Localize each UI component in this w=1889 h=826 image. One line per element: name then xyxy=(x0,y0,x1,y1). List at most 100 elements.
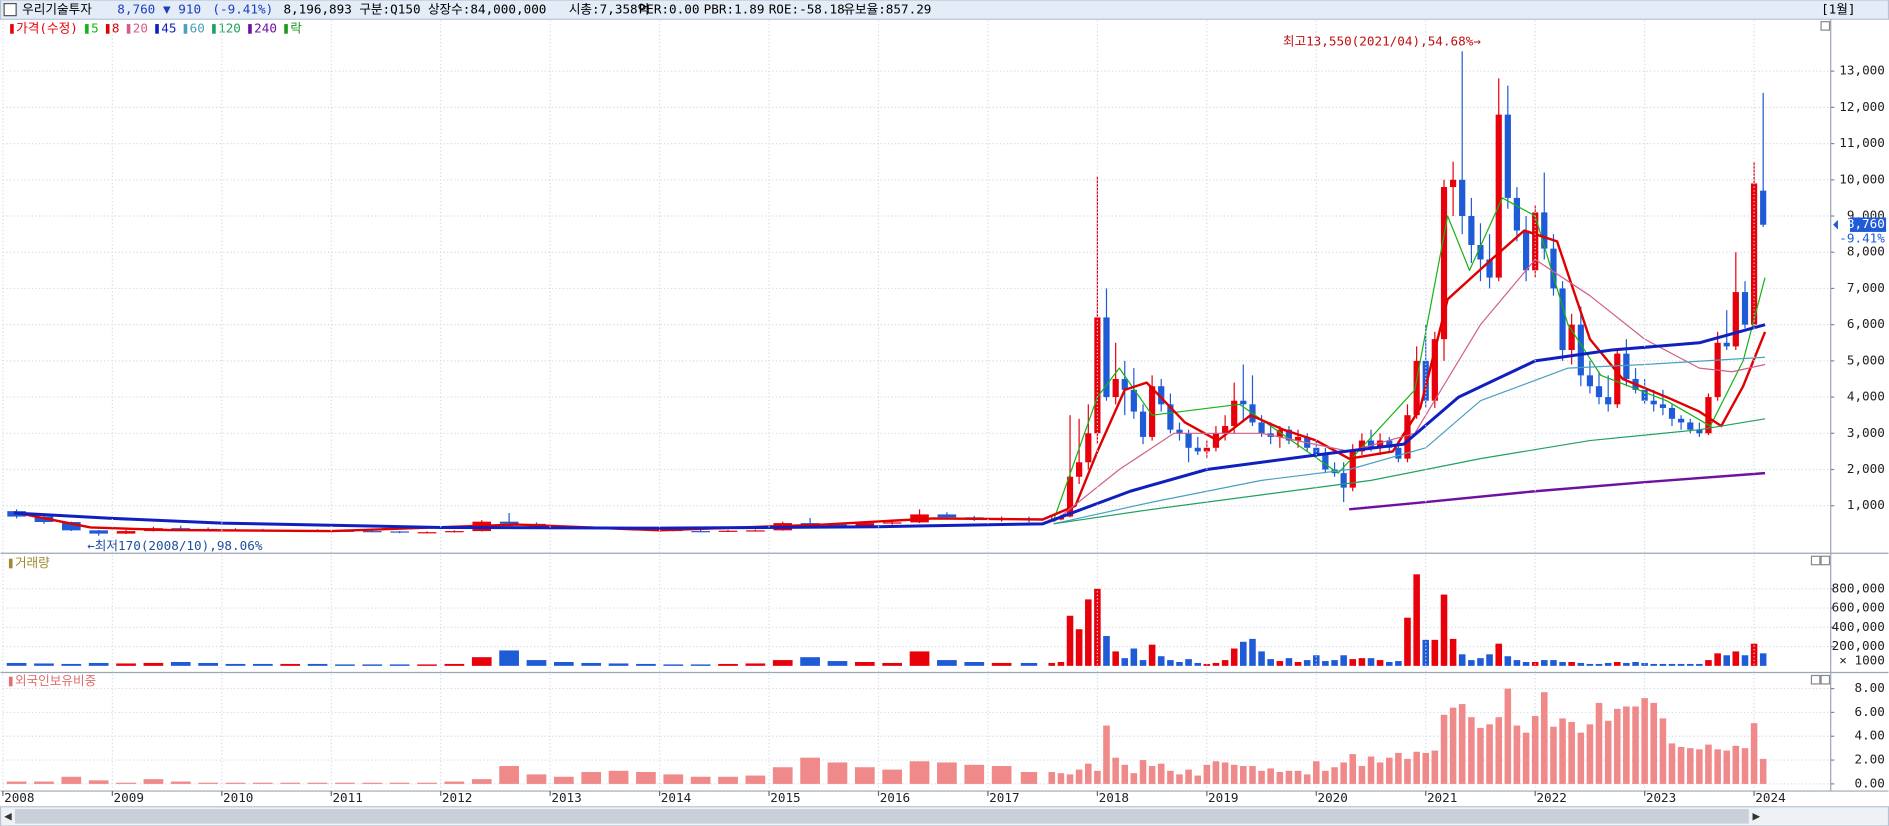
moving-average-line xyxy=(1053,197,1766,521)
y-tick-label: 12,000 xyxy=(1839,99,1885,114)
candle-body xyxy=(691,531,710,533)
bar xyxy=(1559,662,1566,666)
bar xyxy=(1349,754,1357,784)
bar xyxy=(1239,766,1247,784)
roe: ROE:-58.18 xyxy=(769,2,845,17)
bar xyxy=(827,762,848,784)
bar xyxy=(1522,662,1530,666)
bar xyxy=(964,662,985,666)
panel-button[interactable] xyxy=(1810,674,1821,685)
pbr: PBR:1.89 xyxy=(704,2,765,17)
legend-label: 5 xyxy=(91,20,99,35)
candle-body xyxy=(1614,353,1621,405)
bar xyxy=(1276,661,1284,666)
candle-body xyxy=(1504,114,1511,198)
bar xyxy=(1614,708,1621,784)
bar xyxy=(1157,763,1165,784)
bar xyxy=(1112,651,1119,666)
candle-body xyxy=(1367,440,1375,448)
checkbox[interactable] xyxy=(3,3,17,17)
scroll-right[interactable]: ▶ xyxy=(1752,808,1760,823)
bar xyxy=(1176,662,1183,666)
bar xyxy=(252,663,273,666)
bar xyxy=(1194,662,1202,666)
candle-body xyxy=(1158,386,1165,405)
candle-body xyxy=(1586,375,1594,387)
candle-body xyxy=(171,528,191,530)
panel-title-marker xyxy=(8,558,13,569)
candle-body xyxy=(1276,429,1283,437)
bar xyxy=(909,761,930,784)
candle-body xyxy=(1294,436,1302,441)
bar xyxy=(1486,724,1493,784)
candle-body xyxy=(1477,244,1484,260)
bar xyxy=(1349,659,1357,666)
candle-body xyxy=(1559,288,1566,351)
panel-button[interactable] xyxy=(1810,555,1821,566)
y-tick-label: 1,000 xyxy=(1847,497,1885,512)
bar xyxy=(1677,663,1685,666)
candle-body xyxy=(1322,455,1329,470)
bar xyxy=(1404,617,1411,666)
listed-shares: 상장수:84,000,000 xyxy=(428,2,546,17)
bar xyxy=(1486,654,1493,666)
bar xyxy=(1103,635,1110,666)
legend-label: 120 xyxy=(218,20,241,35)
panel-button[interactable] xyxy=(1820,21,1831,31)
unit-label: × 1000 xyxy=(1839,653,1885,668)
bar xyxy=(1121,764,1129,784)
bar xyxy=(1723,655,1730,666)
bar xyxy=(1258,651,1265,666)
bar xyxy=(1540,692,1548,784)
bar xyxy=(1568,721,1575,784)
bar xyxy=(937,762,957,784)
candle-body xyxy=(1167,404,1174,430)
bar xyxy=(1687,748,1694,784)
bar xyxy=(1477,658,1484,666)
bar xyxy=(1659,663,1667,666)
bar xyxy=(1194,775,1202,784)
candle-body xyxy=(417,532,437,534)
bar xyxy=(854,662,875,666)
bar xyxy=(88,662,109,666)
bar xyxy=(1203,764,1211,784)
bar xyxy=(526,774,547,784)
bar xyxy=(1513,725,1521,784)
bar xyxy=(1340,762,1347,784)
scroll-left[interactable]: ◀ xyxy=(4,808,12,823)
candle-body xyxy=(390,531,409,533)
bar xyxy=(499,766,519,784)
bar xyxy=(1230,764,1238,784)
panel-button[interactable] xyxy=(1820,674,1831,685)
bar xyxy=(1504,656,1512,666)
bar xyxy=(1176,774,1183,784)
y-tick-label: 6,000 xyxy=(1847,316,1885,331)
candle-body xyxy=(882,522,902,524)
x-tick-label: 2011 xyxy=(332,790,362,805)
bar xyxy=(1313,761,1320,784)
candle-body xyxy=(1139,411,1147,437)
scroll-thumb[interactable] xyxy=(14,809,1749,824)
bar xyxy=(854,767,875,784)
legend-label: 60 xyxy=(190,20,205,35)
bar xyxy=(1632,662,1639,666)
y-tick-label: 400,000 xyxy=(1832,619,1885,634)
legend-swatch xyxy=(105,24,110,34)
x-tick-label: 2021 xyxy=(1427,790,1457,805)
panel-button[interactable] xyxy=(1820,555,1831,566)
candle-body xyxy=(1450,179,1457,188)
bar xyxy=(116,782,136,784)
bar xyxy=(1386,757,1393,784)
bar xyxy=(1449,638,1457,666)
bar xyxy=(1075,629,1083,666)
bar xyxy=(663,774,684,784)
bar xyxy=(1413,574,1420,666)
bar xyxy=(198,662,218,666)
legend-swatch xyxy=(126,24,131,34)
bar xyxy=(800,657,820,666)
low-annotation: ←최저170(2008/10),98.06% xyxy=(87,538,263,553)
candle-body xyxy=(1176,429,1183,434)
moving-average-line xyxy=(1053,258,1766,523)
period[interactable]: [1월] xyxy=(1821,2,1855,17)
bar xyxy=(1477,727,1484,784)
